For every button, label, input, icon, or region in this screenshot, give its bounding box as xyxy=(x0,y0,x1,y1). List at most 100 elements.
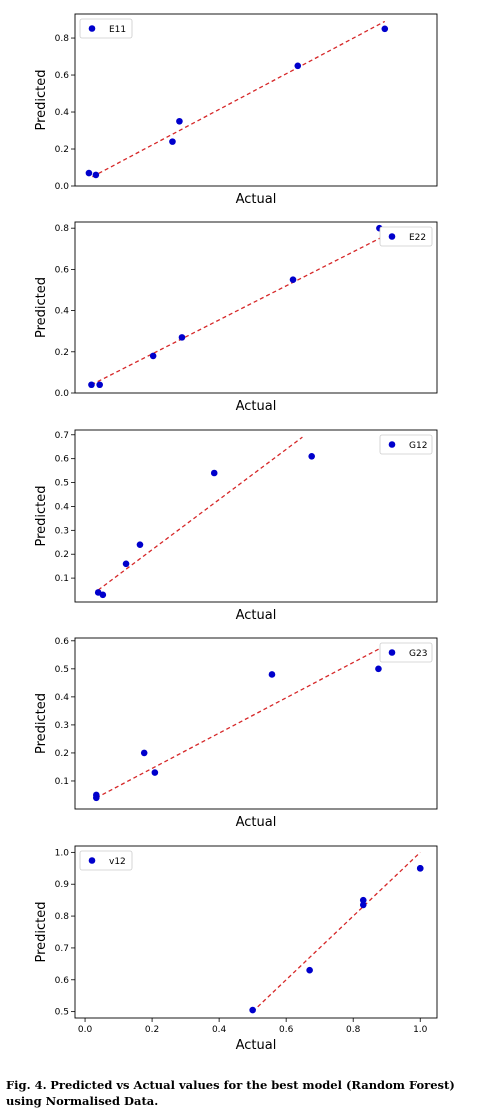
y-tick-label: 0.4 xyxy=(55,307,70,317)
y-tick-label: 1.0 xyxy=(55,848,70,858)
legend: G12 xyxy=(379,434,433,455)
x-tick-label: 1.0 xyxy=(413,1025,428,1035)
data-point xyxy=(136,541,144,548)
legend-marker xyxy=(388,441,396,448)
data-point xyxy=(96,381,103,389)
x-axis-label: Actual xyxy=(236,815,277,830)
plot-frame xyxy=(74,221,438,394)
y-tick-label: 0.5 xyxy=(55,479,69,489)
plot-frame xyxy=(74,13,438,187)
data-point xyxy=(359,901,367,909)
y-tick-label: 0.4 xyxy=(55,108,70,118)
data-point xyxy=(92,794,100,802)
x-tick-label: 0.8 xyxy=(346,1025,361,1035)
chart-panel-e22: 0.0 0.2 0.4 0.6 0.8 Actual Predicted E22 xyxy=(34,221,438,414)
fit-line xyxy=(95,645,385,799)
legend-label: E11 xyxy=(109,25,126,35)
data-point xyxy=(151,769,159,776)
data-point xyxy=(289,276,297,283)
data-point xyxy=(140,749,148,757)
y-tick-label: 0.0 xyxy=(55,182,70,192)
chart-panel-g23: 0.1 0.2 0.3 0.4 0.5 0.6 Actual Predicted G23 xyxy=(34,637,438,830)
caption-label: Fig. 4. xyxy=(6,1078,47,1092)
data-point xyxy=(92,171,100,179)
data-point xyxy=(169,138,176,145)
y-tick-label: 0.6 xyxy=(55,455,70,465)
data-point xyxy=(381,25,389,33)
legend-marker xyxy=(88,857,96,864)
plot-frame xyxy=(74,637,438,810)
y-tick-label: 0.5 xyxy=(55,1008,69,1018)
x-tick-label: 0.6 xyxy=(279,1025,294,1035)
y-tick-label: 0.7 xyxy=(55,944,69,954)
x-axis-label: Actual xyxy=(236,399,277,414)
data-point xyxy=(85,169,93,177)
legend: E22 xyxy=(379,226,433,247)
legend-label: v12 xyxy=(109,857,126,867)
chart-panel-v12: 0.5 0.6 0.7 0.8 0.9 1.0 0.0 0.2 0.4 0.6 0.8 1.0 Actu… xyxy=(34,845,438,1053)
data-point xyxy=(416,864,424,872)
y-axis-label: Predicted xyxy=(34,485,49,546)
legend-marker xyxy=(388,649,396,656)
legend: v12 xyxy=(79,850,133,871)
y-tick-label: 0.7 xyxy=(55,431,69,441)
legend: G23 xyxy=(379,642,433,663)
y-tick-label: 0.8 xyxy=(55,224,70,234)
x-axis-label: Actual xyxy=(236,608,277,623)
legend-marker xyxy=(88,25,96,32)
y-tick-label: 0.1 xyxy=(55,777,69,787)
plot-frame xyxy=(74,845,438,1019)
y-tick-label: 0.8 xyxy=(55,912,70,922)
data-point xyxy=(306,966,313,974)
data-point xyxy=(122,560,130,568)
plot-frame xyxy=(74,429,438,603)
legend-label: G12 xyxy=(409,441,427,451)
x-axis-label: Actual xyxy=(236,192,277,207)
figure-caption: Fig. 4. Predicted vs Actual values for t… xyxy=(6,1077,476,1109)
data-point xyxy=(308,452,315,460)
data-point xyxy=(99,591,107,599)
chart-panel-g12: 0.1 0.2 0.3 0.4 0.5 0.6 0.7 Actual Predicted G12 xyxy=(34,429,438,623)
legend-label: G23 xyxy=(409,649,427,659)
y-tick-label: 0.2 xyxy=(55,145,69,155)
data-point xyxy=(178,334,186,341)
legend-label: E22 xyxy=(409,233,426,243)
x-tick-label: 0.4 xyxy=(212,1025,227,1035)
fit-line xyxy=(91,235,384,386)
y-tick-label: 0.8 xyxy=(55,34,70,44)
legend-marker xyxy=(388,233,396,240)
y-axis-label: Predicted xyxy=(34,901,49,962)
y-axis-label: Predicted xyxy=(34,693,49,754)
legend-box xyxy=(79,850,133,871)
y-tick-label: 0.0 xyxy=(55,389,70,399)
x-tick-label: 0.2 xyxy=(145,1025,159,1035)
legend-box xyxy=(379,226,433,247)
data-point xyxy=(210,469,218,477)
y-tick-label: 0.9 xyxy=(55,880,70,890)
fit-line xyxy=(97,436,303,591)
y-tick-label: 0.4 xyxy=(55,693,70,703)
data-point xyxy=(176,117,183,125)
x-axis-label: Actual xyxy=(236,1038,277,1053)
y-tick-label: 0.2 xyxy=(55,348,69,358)
y-tick-label: 0.1 xyxy=(55,574,69,584)
data-point xyxy=(249,1006,256,1014)
y-axis-label: Predicted xyxy=(34,277,49,338)
y-tick-label: 0.2 xyxy=(55,749,69,759)
data-point xyxy=(149,352,157,360)
data-point xyxy=(359,896,367,904)
legend: E11 xyxy=(79,18,133,39)
data-point xyxy=(88,381,95,389)
y-tick-label: 0.3 xyxy=(55,526,69,536)
x-tick-label: 0.0 xyxy=(78,1025,93,1035)
legend-box xyxy=(379,434,433,455)
y-tick-label: 0.4 xyxy=(55,502,70,512)
data-point xyxy=(268,671,276,678)
data-point xyxy=(375,665,382,673)
y-tick-label: 0.3 xyxy=(55,721,69,731)
chart-panel-e11: 0.0 0.2 0.4 0.6 0.8 Actual Predicted E11 xyxy=(34,13,438,207)
caption-text: Predicted vs Actual values for the best … xyxy=(6,1078,455,1108)
y-tick-label: 0.5 xyxy=(55,665,69,675)
y-axis-label: Predicted xyxy=(34,69,49,130)
